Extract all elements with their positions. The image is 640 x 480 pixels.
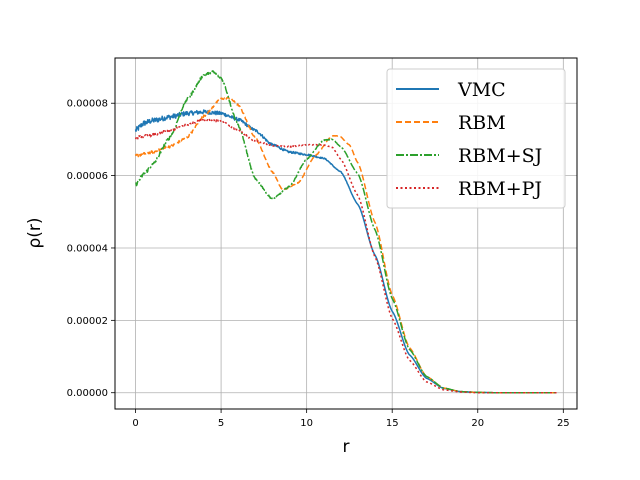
series-layer bbox=[134, 70, 557, 394]
legend-label: RBM+PJ bbox=[458, 178, 542, 200]
y-tick-label: 0.00002 bbox=[67, 316, 108, 327]
y-tick-label: 0.00006 bbox=[67, 171, 108, 182]
legend-label: RBM bbox=[458, 112, 506, 134]
y-axis-ticks: 0.00000 0.00002 0.00004 0.00006 0.00008 bbox=[67, 99, 115, 399]
legend: VMC RBM RBM+SJ RBM+PJ bbox=[386, 68, 566, 209]
y-tick-label: 0.00008 bbox=[67, 99, 108, 110]
x-axis-label: r bbox=[343, 437, 350, 457]
x-tick-label: 15 bbox=[386, 418, 399, 429]
x-tick-label: 25 bbox=[557, 418, 570, 429]
x-tick-label: 10 bbox=[300, 418, 313, 429]
y-tick-label: 0.00000 bbox=[67, 388, 108, 399]
x-tick-label: 0 bbox=[132, 418, 138, 429]
plot-frame bbox=[114, 57, 578, 410]
series-line-rbm-sj bbox=[135, 70, 557, 394]
x-tick-label: 20 bbox=[471, 418, 484, 429]
legend-box bbox=[386, 68, 566, 209]
x-axis-ticks: 0 5 10 15 20 25 bbox=[132, 409, 570, 429]
y-tick-label: 0.00004 bbox=[67, 243, 108, 254]
series-line-vmc bbox=[134, 109, 557, 394]
y-axis-label: ρ(r) bbox=[25, 217, 45, 248]
legend-label: VMC bbox=[457, 79, 506, 101]
legend-label: RBM+SJ bbox=[458, 145, 542, 167]
x-tick-label: 5 bbox=[218, 418, 224, 429]
